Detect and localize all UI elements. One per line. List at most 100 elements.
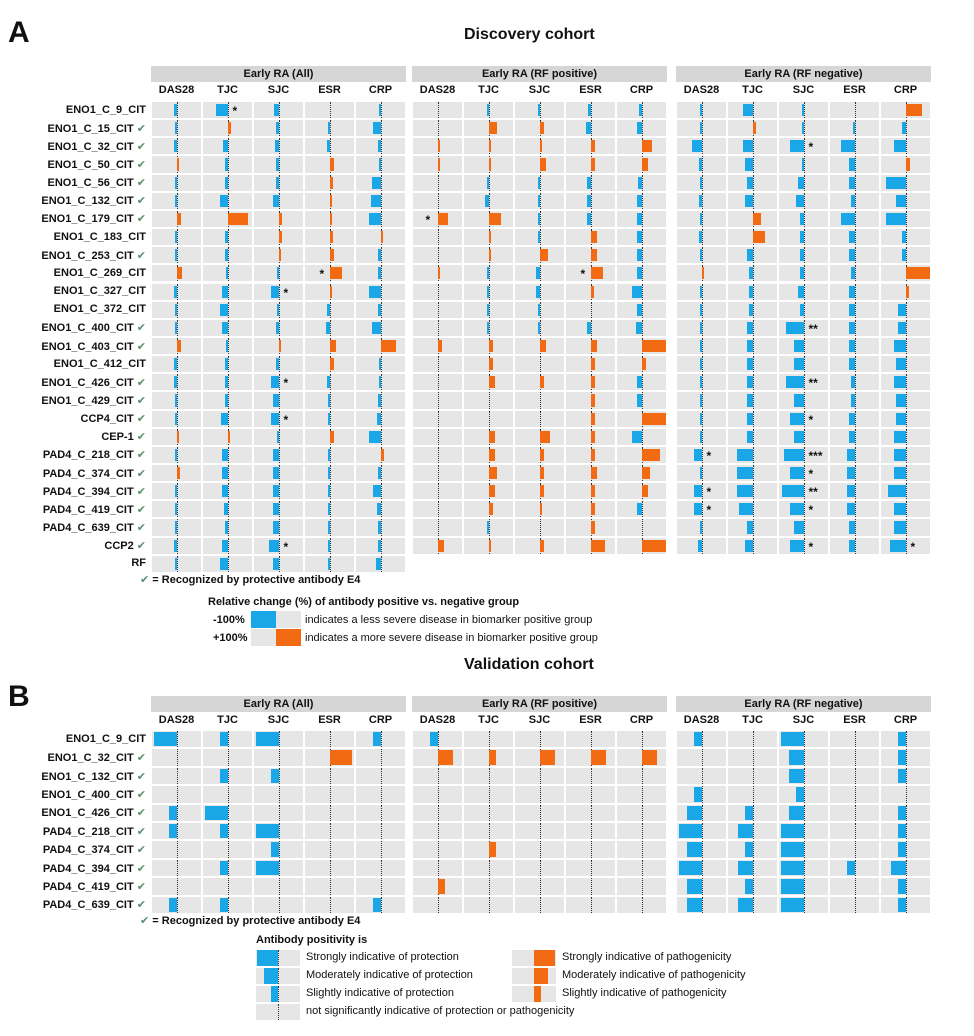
zero-line (329, 374, 331, 391)
zero-line (701, 174, 703, 191)
zero-line (752, 319, 754, 336)
zero-line (539, 804, 541, 821)
zero-line (701, 356, 703, 373)
zero-line (380, 301, 382, 318)
check-icon: ✔ (133, 322, 146, 335)
zero-line (176, 301, 178, 318)
zero-line (380, 392, 382, 409)
heatmap-bar (590, 231, 597, 244)
heatmap-bar (376, 503, 381, 516)
zero-line (803, 374, 805, 391)
zero-line (227, 465, 229, 482)
significance-mark: ** (808, 485, 818, 500)
heatmap-bar (329, 285, 332, 298)
zero-line (854, 356, 856, 373)
heatmap-bar (848, 158, 855, 171)
heatmap-bar (430, 732, 438, 747)
zero-line (488, 859, 490, 877)
zero-line (752, 823, 754, 840)
zero-line (701, 731, 703, 748)
heatmap-bar (227, 212, 248, 226)
zero-line (803, 841, 805, 858)
heatmap-bar (486, 321, 489, 334)
heatmap-bar (746, 321, 753, 334)
zero-line (590, 120, 592, 137)
zero-line (176, 749, 178, 766)
zero-line (380, 465, 382, 482)
zero-line (641, 392, 643, 409)
row-label-text: PAD4_C_419_CIT (42, 503, 134, 516)
zero-line (905, 823, 907, 840)
legend-a-minus-text: indicates a less severe disease in bioma… (305, 614, 593, 626)
check-icon: ✔ (133, 122, 146, 135)
zero-line (278, 283, 280, 300)
zero-line (803, 749, 805, 766)
heatmap-bar (221, 285, 228, 298)
heatmap-bar (221, 321, 228, 334)
heatmap-bar (793, 339, 804, 353)
zero-line (380, 767, 382, 785)
zero-line (227, 192, 229, 209)
zero-line (701, 501, 703, 518)
heatmap-bar (329, 339, 336, 353)
zero-line (905, 731, 907, 748)
zero-line (641, 210, 643, 228)
zero-line (539, 265, 541, 282)
heatmap-bar (272, 557, 279, 570)
zero-line (590, 859, 592, 877)
row-label: PAD4_C_419_CIT ✔ (43, 880, 146, 893)
zero-line (227, 446, 229, 463)
zero-line (854, 247, 856, 264)
zero-line (701, 337, 703, 355)
zero-line (752, 804, 754, 821)
zero-line (437, 896, 439, 913)
zero-line (701, 156, 703, 173)
zero-line (488, 301, 490, 318)
heatmap-bar (893, 467, 906, 480)
heatmap-bar (220, 897, 228, 912)
row-label: CCP4_CIT ✔ (81, 412, 146, 425)
zero-line (278, 392, 280, 409)
zero-line (437, 410, 439, 427)
heatmap-bar (699, 394, 702, 407)
zero-line (701, 767, 703, 785)
heatmap-bar (537, 212, 540, 226)
heatmap-bar (848, 521, 855, 534)
column-header-esr: ESR (318, 714, 341, 726)
zero-line (437, 823, 439, 840)
heatmap-bar (641, 467, 650, 480)
heatmap-bar (905, 285, 909, 298)
zero-line (278, 986, 279, 1002)
column-header-esr: ESR (843, 84, 866, 96)
heatmap-bar (488, 376, 495, 389)
heatmap-bar (377, 303, 381, 316)
zero-line (437, 319, 439, 336)
zero-line (329, 138, 331, 155)
heatmap-bar (437, 339, 442, 353)
zero-line (539, 301, 541, 318)
row-label: ENO1_C_426_CIT ✔ (41, 376, 146, 389)
column-header-tjc: TJC (742, 714, 763, 726)
zero-line (854, 156, 856, 173)
zero-line (278, 1004, 279, 1020)
heatmap-bar (326, 140, 330, 153)
panel-b-letter: B (8, 680, 30, 713)
zero-line (488, 410, 490, 427)
zero-line (701, 229, 703, 246)
zero-line (278, 138, 280, 155)
zero-line (905, 229, 907, 246)
zero-line (752, 265, 754, 282)
zero-line (437, 446, 439, 463)
legend-b-text: Strongly indicative of protection (306, 951, 459, 963)
heatmap-bar (586, 321, 591, 334)
heatmap-bar (797, 176, 804, 189)
heatmap-bar (636, 394, 642, 407)
heatmap-bar (329, 750, 352, 765)
zero-line (176, 501, 178, 518)
row-label-text: ENO1_C_50_CIT (47, 159, 134, 172)
zero-line (380, 102, 382, 119)
heatmap-bar (699, 285, 702, 298)
heatmap-bar (641, 158, 648, 171)
heatmap-bar (590, 158, 595, 171)
heatmap-bar (325, 321, 330, 334)
